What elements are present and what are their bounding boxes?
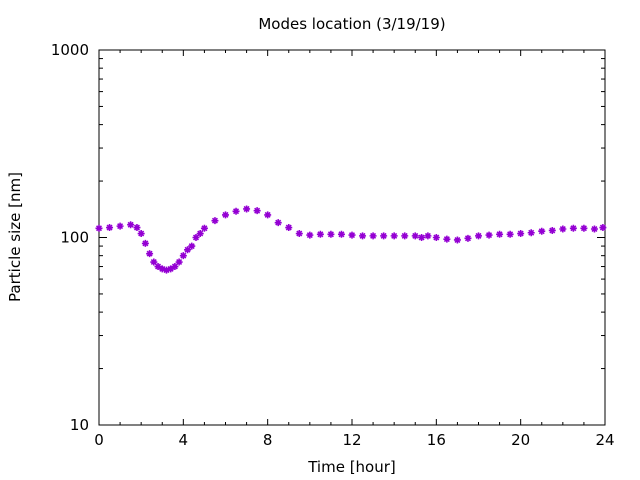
x-tick-label: 20 <box>511 431 530 449</box>
data-point <box>188 242 196 250</box>
data-point <box>475 232 482 240</box>
data-point <box>192 234 200 241</box>
x-tick-label: 16 <box>427 431 446 449</box>
x-tick-label: 12 <box>342 431 361 449</box>
data-point <box>580 224 588 232</box>
data-point <box>424 232 432 240</box>
data-point <box>599 224 607 232</box>
data-point <box>150 258 158 266</box>
data-point <box>327 230 335 238</box>
y-axis-label: Particle size [nm] <box>6 172 24 302</box>
data-point <box>116 222 124 230</box>
axis-ticks: 0 4 8 12 16 20 24 10 100 1000 <box>51 41 615 449</box>
data-point <box>158 265 166 273</box>
data-point <box>222 211 229 219</box>
data-point <box>200 224 208 232</box>
data-point <box>380 232 388 240</box>
y-tick-label: 10 <box>70 416 89 434</box>
data-point <box>137 230 145 238</box>
data-point <box>253 207 261 215</box>
data-point <box>548 226 556 234</box>
data-point <box>285 224 293 232</box>
data-point <box>306 231 314 239</box>
data-point <box>337 230 345 238</box>
data-point <box>443 235 451 243</box>
data-point <box>167 265 175 273</box>
data-point <box>162 266 170 274</box>
data-point <box>146 250 154 258</box>
data-point <box>232 207 240 215</box>
data-point <box>418 234 426 241</box>
data-point <box>154 263 162 271</box>
data-point <box>527 229 535 237</box>
x-tick-label: 0 <box>94 431 104 449</box>
data-point <box>179 252 187 260</box>
data-point <box>496 230 504 238</box>
data-point <box>141 239 149 247</box>
data-point <box>517 230 525 238</box>
data-point <box>95 224 103 232</box>
data-point <box>464 234 472 242</box>
data-point <box>369 232 377 240</box>
data-point <box>316 230 324 238</box>
data-points <box>95 205 607 274</box>
data-point <box>506 230 514 238</box>
data-point <box>432 234 440 241</box>
data-point <box>133 224 141 232</box>
data-point <box>559 225 567 233</box>
y-tick-label: 1000 <box>51 41 89 59</box>
data-point <box>590 225 598 233</box>
data-point <box>211 217 219 225</box>
chart-title: Modes location (3/19/19) <box>258 15 445 33</box>
data-point <box>401 232 409 240</box>
x-tick-label: 24 <box>595 431 614 449</box>
data-point <box>359 232 367 240</box>
data-point <box>243 205 251 213</box>
y-tick-label: 100 <box>60 229 89 247</box>
x-tick-label: 8 <box>263 431 273 449</box>
data-point <box>348 231 356 239</box>
data-point <box>485 231 493 239</box>
data-point <box>184 246 192 254</box>
data-point <box>264 211 272 219</box>
data-point <box>411 232 419 240</box>
data-point <box>453 236 461 244</box>
data-point <box>390 232 398 240</box>
data-point <box>295 230 303 238</box>
data-point <box>175 258 183 266</box>
x-axis-label: Time [hour] <box>307 458 396 476</box>
data-point <box>569 224 577 232</box>
x-tick-label: 4 <box>179 431 189 449</box>
data-point <box>106 224 114 232</box>
data-point <box>171 263 179 271</box>
data-point <box>274 219 282 227</box>
data-point <box>538 227 546 235</box>
data-point <box>196 230 204 238</box>
data-point <box>127 221 135 229</box>
